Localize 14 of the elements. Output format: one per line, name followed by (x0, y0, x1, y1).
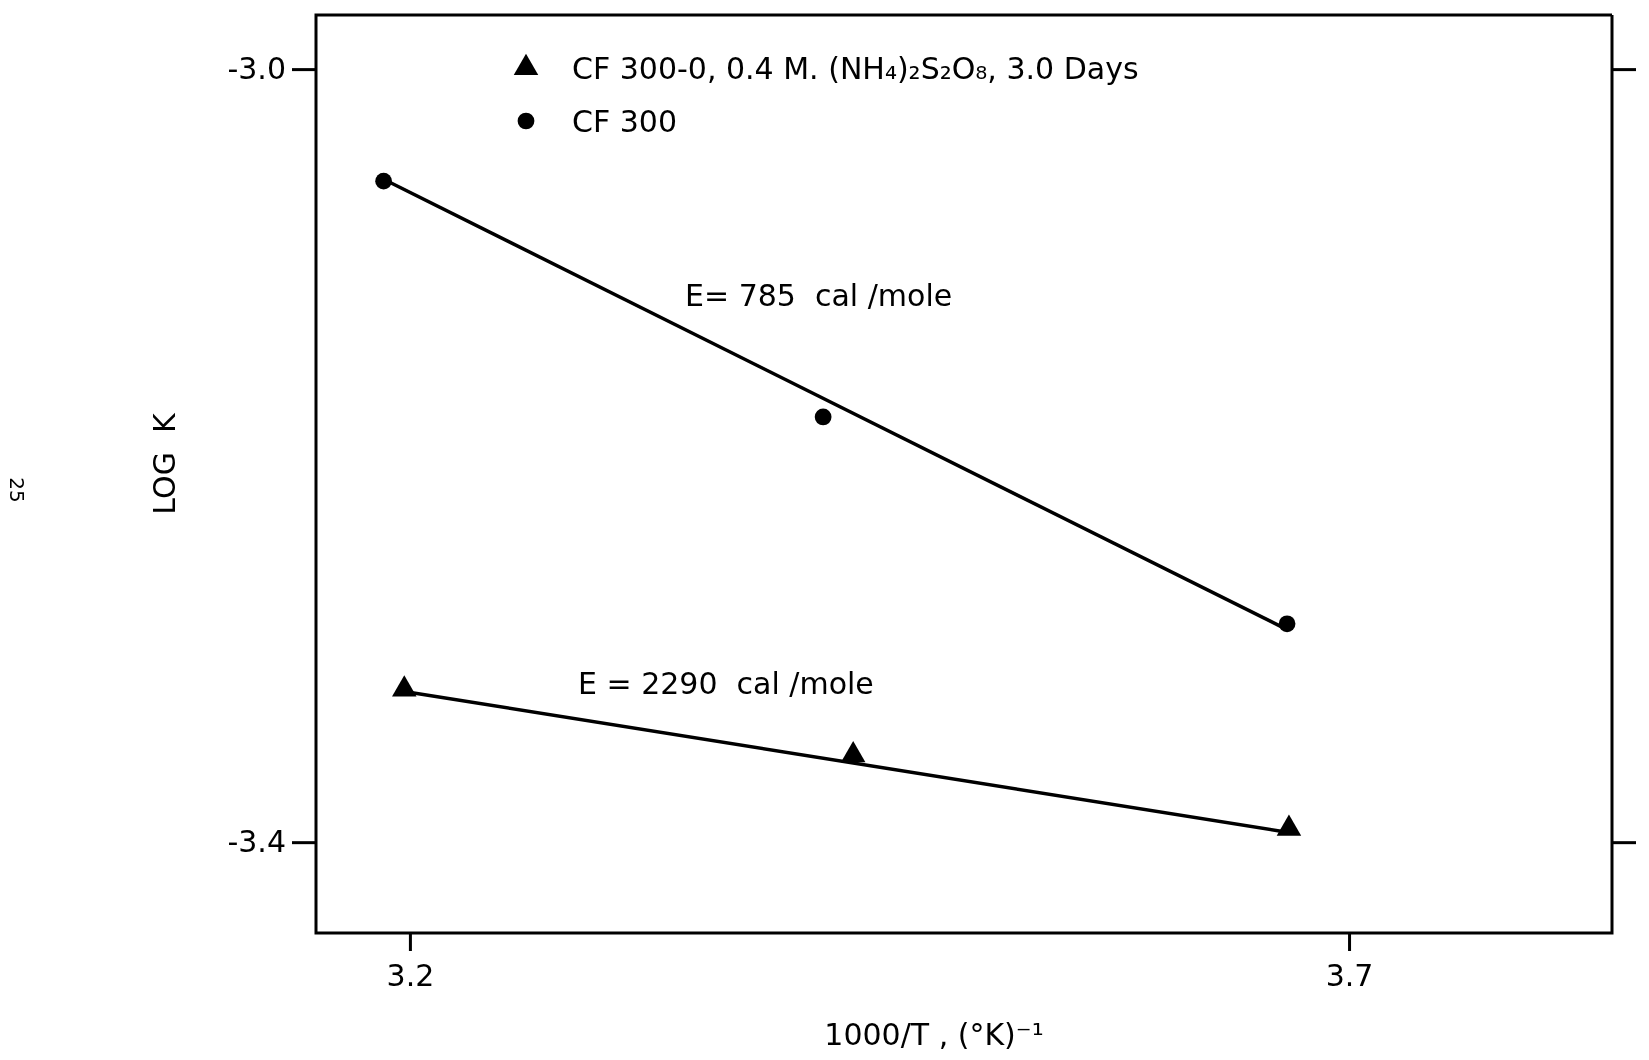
x-axis-title: 1000/T , (°K)⁻¹ (824, 1017, 1044, 1052)
y-tick-label: -3.0 (227, 51, 286, 87)
y-axis-title: LOG K (147, 412, 182, 515)
legend-label: CF 300 (572, 103, 677, 139)
text: 25 (5, 477, 29, 503)
point (1276, 814, 1302, 836)
point (392, 675, 417, 697)
x-tick-label: 3.7 (1325, 958, 1374, 994)
y-tick-label: -3.4 (227, 824, 286, 860)
annotation: E= 785 cal /mole (685, 277, 953, 313)
legend-label: CF 300-0, 0.4 M. (NH₄)₂S₂O₈, 3.0 Days (572, 50, 1139, 86)
x-tick-label: 3.2 (386, 958, 435, 994)
point (814, 408, 832, 426)
annotation: E = 2290 cal /mole (578, 665, 874, 701)
